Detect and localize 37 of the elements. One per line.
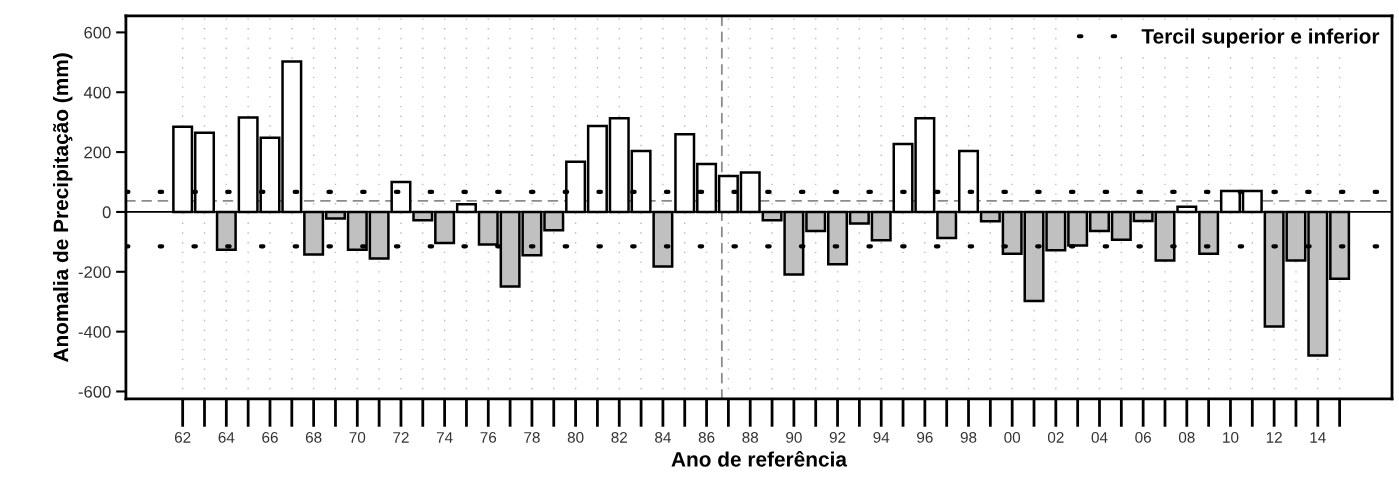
x-tick-label: 96 [917,432,933,443]
y-axis-title: Anomalia de Precipitação (mm) [53,53,73,363]
x-tick-label: 72 [393,432,409,443]
x-tick-label: 04 [1091,432,1108,443]
x-tick-label: 68 [305,432,322,443]
y-tick-label: -200 [78,266,111,278]
x-tick-label: 88 [742,432,759,443]
x-tick-label: 94 [873,432,890,443]
x-tick-label: 84 [655,432,671,443]
x-tick-label: 00 [1004,432,1021,443]
x-tick-label: 78 [524,432,540,443]
legend-label: Tercil superior e inferior [1141,28,1380,48]
x-axis-title: Ano de referência [671,450,848,467]
x-tick-label: 64 [218,432,235,443]
x-tick-label: 14 [1310,432,1326,443]
y-tick-label: 600 [84,26,111,39]
x-tick-label: 76 [480,432,497,443]
y-tick-label: -400 [78,326,111,338]
x-tick-label: 92 [829,432,846,443]
x-tick-label: 86 [698,432,715,443]
x-tick-label: 62 [174,432,191,443]
x-tick-label: 90 [786,432,802,443]
y-tick-label: -600 [78,385,111,398]
x-tick-label: 66 [262,432,278,443]
x-tick-label: 70 [349,432,366,443]
x-tick-label: 82 [611,432,627,443]
x-tick-label: 02 [1047,432,1064,443]
x-tick-label: 98 [960,432,977,443]
x-tick-label: 06 [1135,432,1151,443]
x-tick-label: 74 [436,432,453,443]
x-tick-label: 08 [1178,432,1195,443]
y-tick-label: 0 [102,206,111,219]
x-tick-label: 12 [1266,432,1282,443]
x-tick-label: 10 [1223,432,1239,443]
x-tick-label: 80 [567,432,584,443]
y-tick-label: 400 [83,86,111,99]
y-tick-label: 200 [84,146,111,159]
